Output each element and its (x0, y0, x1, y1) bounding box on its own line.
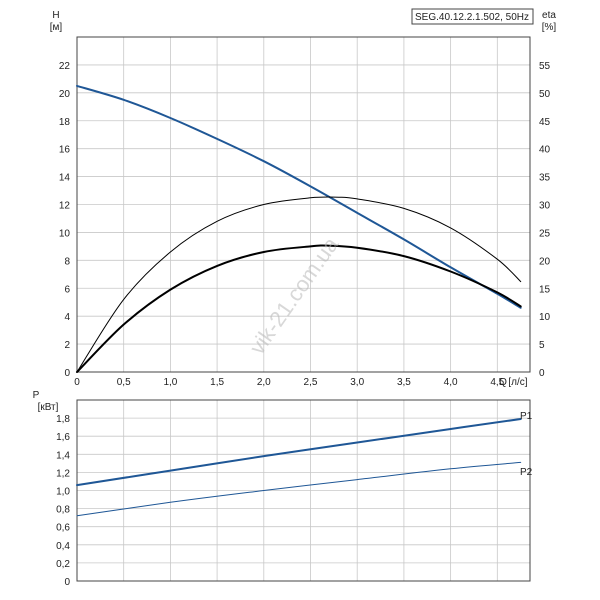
y-tick-label: 10 (59, 228, 71, 239)
p-tick-label: 1,0 (56, 487, 70, 498)
x-axis-unit-q: [л/с] (508, 377, 527, 388)
p-tick-label: 0 (64, 577, 70, 588)
x-tick-label: 3,5 (397, 377, 411, 388)
y-tick-label: 22 (59, 61, 71, 72)
series-label-p1: P1 (520, 411, 533, 422)
p1-curve (76, 418, 522, 487)
bottom-y-tick-labels: 0 0,2 0,4 0,6 0,8 1,0 1,2 1,4 1,6 1,8 (56, 414, 70, 588)
y2-tick-label: 0 (539, 368, 545, 379)
bottom-series-group (76, 418, 522, 517)
p-tick-label: 1,2 (56, 468, 70, 479)
model-label-box (411, 8, 534, 25)
y2-tick-label: 25 (539, 228, 551, 239)
p2-curve (76, 461, 522, 517)
efficiency-curve (76, 196, 522, 373)
y2-tick-label: 20 (539, 256, 551, 267)
y-tick-label: 0 (64, 368, 70, 379)
y-tick-label: 12 (59, 201, 71, 212)
x-tick-label: 2,5 (304, 377, 318, 388)
npsh-curve (76, 244, 522, 373)
x-tick-label: 0,5 (117, 377, 131, 388)
y-tick-label: 20 (59, 89, 71, 100)
y-tick-label: 6 (64, 284, 70, 295)
y2-tick-label: 15 (539, 284, 551, 295)
y-tick-label: 2 (64, 340, 70, 351)
p-tick-label: 0,6 (56, 523, 70, 534)
top-series-group (76, 84, 522, 373)
x-tick-label: 1,5 (210, 377, 224, 388)
x-axis-title-q: Q (499, 377, 507, 388)
bottom-plot-frame (76, 399, 531, 582)
y-tick-label: 16 (59, 145, 71, 156)
y2-tick-label: 50 (539, 89, 551, 100)
x-tick-label: 3,0 (350, 377, 364, 388)
head-curve (76, 84, 522, 309)
y-tick-label: 8 (64, 256, 70, 267)
series-label-p2: P2 (520, 467, 533, 478)
power-chart: P [кВт] 00,20,40,60,81,01,21,41,61,8 P1 … (33, 390, 533, 588)
y2-axis-title-eta: eta (542, 10, 556, 21)
y2-tick-label: 45 (539, 117, 551, 128)
y-tick-label: 18 (59, 117, 71, 128)
model-label: SEG.40.12.2.1.502, 50Hz (415, 12, 529, 23)
y-axis-title-h: H (52, 10, 59, 21)
y2-tick-label: 35 (539, 173, 551, 184)
x-tick-label: 1,0 (163, 377, 177, 388)
y-tick-label: 4 (64, 312, 70, 323)
p-tick-label: 1,4 (56, 450, 70, 461)
x-tick-label: 0 (74, 377, 80, 388)
y2-tick-label: 5 (539, 340, 545, 351)
y2-tick-label: 10 (539, 312, 551, 323)
y2-tick-label: 30 (539, 201, 551, 212)
y-tick-label: 14 (59, 173, 71, 184)
x-tick-label: 4,0 (444, 377, 458, 388)
p-tick-label: 0,8 (56, 505, 70, 516)
p-tick-label: 0,4 (56, 541, 70, 552)
y-axis-title-p: P (33, 390, 40, 401)
y-axis-unit-h: [м] (50, 22, 63, 33)
x-tick-label: 4,5 (490, 377, 504, 388)
top-y2-tick-labels: 0 5 10 15 20 25 30 35 40 45 50 55 (539, 61, 551, 379)
top-grid (76, 37, 530, 373)
watermark-text: vik-21.com.ua (244, 232, 343, 359)
y2-tick-label: 40 (539, 145, 551, 156)
p-tick-label: 0,2 (56, 559, 70, 570)
y2-axis-unit-eta: [%] (542, 22, 557, 33)
y2-tick-label: 55 (539, 61, 551, 72)
p-tick-label: 1,8 (56, 414, 70, 425)
head-efficiency-chart: H [м] eta [%] Q [л/с] 0 0,5 1,0 1,5 2,0 2,5 3,… (50, 8, 557, 388)
y-axis-unit-p: [кВт] (38, 402, 59, 413)
top-y-tick-labels: 0 2 4 6 8 10 12 14 16 18 20 22 (59, 61, 71, 379)
p-tick-label: 1,6 (56, 432, 70, 443)
x-tick-label: 2,0 (257, 377, 271, 388)
top-x-tick-labels: 0 0,5 1,0 1,5 2,0 2,5 3,0 3,5 4,0 4,5 (74, 377, 504, 388)
top-plot-frame (76, 36, 531, 373)
